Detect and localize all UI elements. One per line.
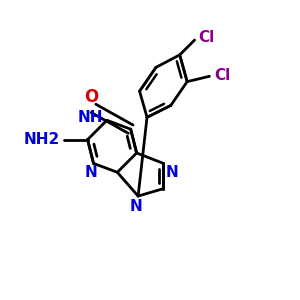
Text: N: N [166, 166, 178, 181]
Text: Cl: Cl [214, 68, 230, 83]
Text: O: O [84, 88, 98, 106]
Text: NH: NH [77, 110, 103, 125]
Text: N: N [84, 166, 97, 181]
Text: Cl: Cl [198, 30, 214, 45]
Text: NH2: NH2 [24, 132, 60, 147]
Text: N: N [129, 199, 142, 214]
